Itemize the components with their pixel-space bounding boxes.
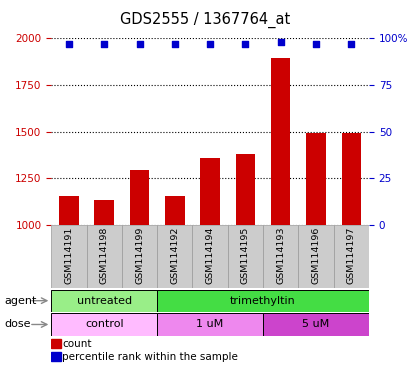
Text: dose: dose: [4, 319, 31, 329]
Bar: [306, 133, 325, 225]
Bar: [51, 313, 157, 336]
Text: GSM114195: GSM114195: [240, 227, 249, 284]
Point: [65, 41, 72, 47]
Text: count: count: [62, 339, 92, 349]
Bar: [263, 313, 368, 336]
Point: [136, 41, 142, 47]
Bar: [157, 225, 192, 288]
Bar: [130, 170, 149, 225]
Bar: [157, 313, 263, 336]
Bar: [165, 196, 184, 225]
Bar: [235, 154, 254, 225]
Bar: [121, 225, 157, 288]
Bar: [51, 290, 157, 312]
Text: untreated: untreated: [76, 296, 131, 306]
Point: [242, 41, 248, 47]
Bar: [59, 196, 79, 225]
Point: [347, 41, 354, 47]
Point: [277, 39, 283, 45]
Text: GSM114192: GSM114192: [170, 227, 179, 284]
Bar: [51, 225, 86, 288]
Point: [101, 41, 107, 47]
Bar: [51, 339, 61, 348]
Text: percentile rank within the sample: percentile rank within the sample: [62, 352, 238, 362]
Bar: [270, 58, 290, 225]
Bar: [157, 290, 368, 312]
Bar: [263, 225, 298, 288]
Text: control: control: [85, 319, 123, 329]
Bar: [200, 157, 219, 225]
Bar: [298, 225, 333, 288]
Bar: [227, 225, 263, 288]
Bar: [94, 200, 114, 225]
Text: GDS2555 / 1367764_at: GDS2555 / 1367764_at: [119, 12, 290, 28]
Bar: [51, 352, 61, 361]
Bar: [192, 225, 227, 288]
Text: GSM114191: GSM114191: [64, 227, 73, 284]
Text: GSM114193: GSM114193: [276, 227, 285, 284]
Text: 5 uM: 5 uM: [302, 319, 329, 329]
Bar: [341, 133, 360, 225]
Text: 1 uM: 1 uM: [196, 319, 223, 329]
Text: trimethyltin: trimethyltin: [229, 296, 295, 306]
Text: GSM114194: GSM114194: [205, 227, 214, 284]
Text: GSM114196: GSM114196: [311, 227, 320, 284]
Text: GSM114199: GSM114199: [135, 227, 144, 284]
Text: GSM114198: GSM114198: [99, 227, 108, 284]
Point: [207, 41, 213, 47]
Point: [312, 41, 319, 47]
Bar: [333, 225, 368, 288]
Point: [171, 41, 178, 47]
Text: GSM114197: GSM114197: [346, 227, 355, 284]
Text: agent: agent: [4, 296, 36, 306]
Bar: [86, 225, 121, 288]
